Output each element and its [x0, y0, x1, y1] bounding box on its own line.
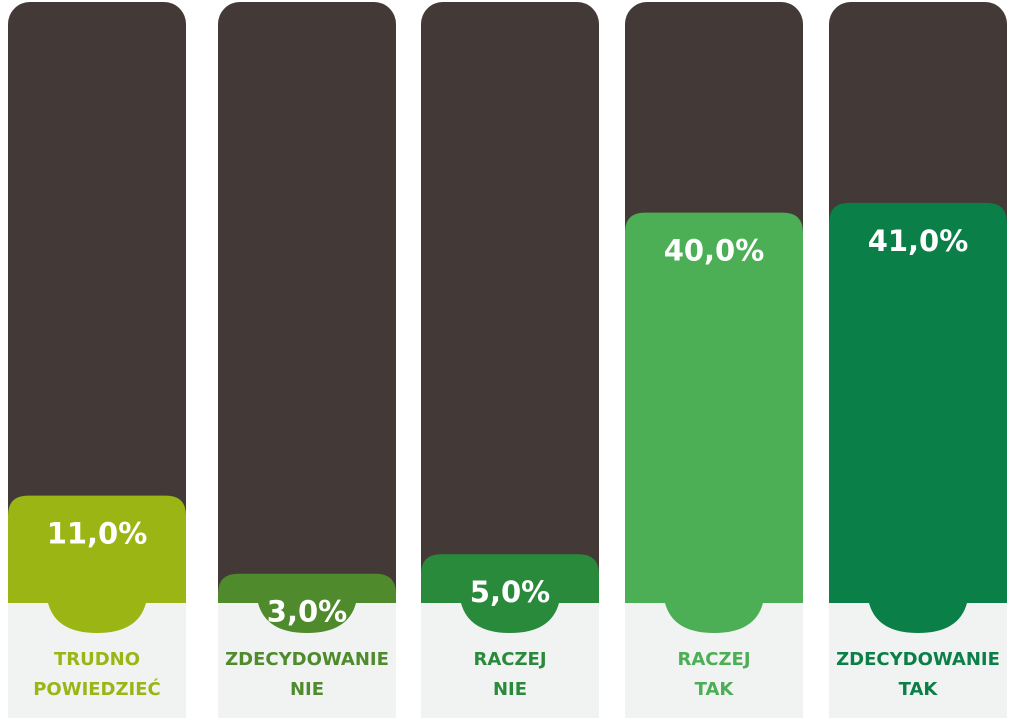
bar-tab: [461, 603, 559, 633]
value-label: 40,0%: [664, 234, 765, 268]
value-label: 11,0%: [47, 517, 148, 551]
bar: [829, 202, 1007, 603]
bar: [218, 573, 396, 603]
label-panel-round: [421, 694, 599, 718]
category-label: ZDECYDOWANIE TAK: [836, 649, 1000, 700]
bar-tab: [48, 603, 146, 633]
column-bg: [421, 2, 599, 718]
label-panel-round: [625, 694, 803, 718]
category-label: RACZEJ NIE: [473, 649, 547, 700]
label-panel-round: [8, 694, 186, 718]
value-label: 41,0%: [868, 224, 969, 258]
value-label: 3,0%: [267, 595, 347, 629]
value-label: 5,0%: [470, 575, 550, 609]
column-bg: [218, 2, 396, 718]
category-label: TRUDNO POWIEDZIEĆ: [33, 649, 161, 700]
bar: [421, 554, 599, 603]
bar-tab: [258, 603, 356, 633]
label-panel-round: [829, 694, 1007, 718]
label-panel-round: [218, 694, 396, 718]
category-label: RACZEJ TAK: [677, 649, 751, 700]
category-label: ZDECYDOWANIE NIE: [225, 649, 389, 700]
bar: [8, 495, 186, 603]
bar-tab: [665, 603, 763, 633]
bar-tab: [869, 603, 967, 633]
bar: [625, 212, 803, 603]
